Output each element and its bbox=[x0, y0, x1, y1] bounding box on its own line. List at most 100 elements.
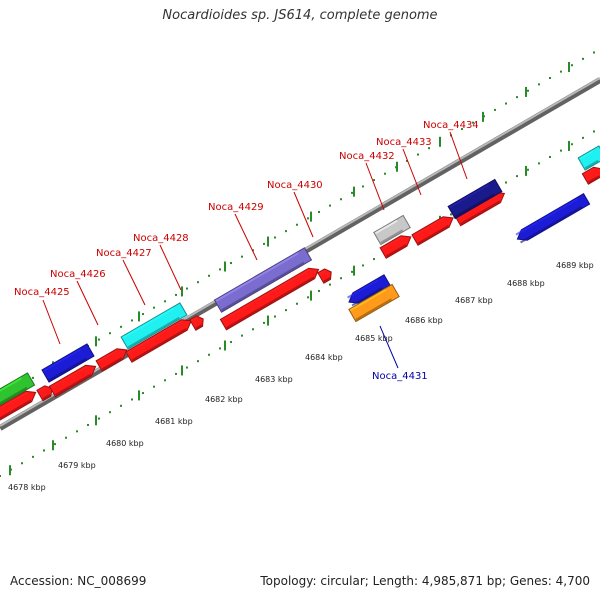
gene-red-h bbox=[317, 268, 332, 284]
gene-green-shine bbox=[0, 377, 22, 397]
gene-features bbox=[0, 145, 600, 424]
gene-cyan-b bbox=[577, 145, 600, 171]
gene-red-c-shadow bbox=[54, 373, 92, 396]
gene-grey-shine bbox=[374, 219, 398, 235]
gene-cyan-b-shadow bbox=[584, 159, 599, 170]
leader-Noca_4429 bbox=[234, 213, 258, 261]
kbp-labels: 4678 kbp 4679 kbp 4680 kbp 4681 kbp 4682 kbp… bbox=[8, 261, 594, 492]
kbp-label: 4681 kbp bbox=[155, 417, 193, 426]
gene-navy-body bbox=[447, 178, 503, 220]
gene-label-Noca_4427: Noca_4427 bbox=[96, 248, 152, 259]
leader-Noca_4428 bbox=[159, 244, 182, 291]
gene-label-Noca_4425: Noca_4425 bbox=[14, 287, 70, 298]
gene-blue-b bbox=[347, 274, 391, 307]
gene-blue-b-shadow bbox=[351, 287, 383, 307]
gene-red-e-body bbox=[125, 319, 192, 363]
gene-red-f-shadow bbox=[195, 324, 203, 330]
gene-red-f bbox=[189, 315, 204, 331]
tick-marks bbox=[0, 51, 595, 477]
gene-red-e-shine bbox=[126, 320, 183, 354]
gene-orange-body bbox=[348, 283, 400, 323]
gene-red-h-shadow bbox=[323, 277, 331, 283]
gene-label-Noca_4429: Noca_4429 bbox=[208, 202, 264, 213]
gene-blue-c-shadow bbox=[520, 205, 583, 244]
gene-cyan-a bbox=[120, 302, 188, 350]
kbp-label: 4678 kbp bbox=[8, 483, 46, 492]
gene-label-Noca_4433: Noca_4433 bbox=[376, 137, 432, 148]
accession-text: Accession: NC_008699 bbox=[10, 574, 147, 588]
topology-summary: Topology: circular; Length: 4,985,871 bp… bbox=[260, 574, 590, 588]
kbp-label: 4679 kbp bbox=[58, 461, 96, 470]
leader-Noca_4430 bbox=[293, 191, 314, 238]
gene-blue-c bbox=[515, 193, 591, 244]
gene-red-a bbox=[0, 390, 37, 424]
gene-grey-body bbox=[373, 214, 411, 246]
kbp-label: 4683 kbp bbox=[255, 375, 293, 384]
gene-red-j-body bbox=[411, 216, 454, 246]
gene-green-body bbox=[0, 372, 36, 408]
gene-label-Noca_4428: Noca_4428 bbox=[133, 233, 189, 244]
gene-cyan-b-shine bbox=[579, 150, 594, 160]
kbp-label: 4689 kbp bbox=[556, 261, 594, 270]
gene-red-j bbox=[411, 216, 454, 246]
gene-red-a-shine bbox=[0, 391, 27, 415]
gene-red-j-shine bbox=[413, 217, 445, 237]
gene-red-c-body bbox=[48, 364, 97, 398]
gene-cyan-a-shadow bbox=[127, 316, 180, 349]
gene-red-d-body bbox=[95, 348, 128, 372]
gene-red-b-shadow bbox=[42, 393, 51, 400]
gene-orange bbox=[348, 283, 400, 323]
gene-red-g-shine bbox=[221, 268, 310, 322]
gene-cyan-b-body bbox=[577, 145, 600, 171]
leader-Noca_4433 bbox=[402, 148, 422, 196]
gene-red-h-shine bbox=[318, 269, 326, 275]
gene-red-b bbox=[36, 385, 53, 402]
gene-blue-c-shine bbox=[515, 198, 578, 236]
gene-blue-a bbox=[41, 343, 95, 383]
gene-navy bbox=[447, 178, 503, 220]
gene-red-d bbox=[95, 348, 128, 372]
gene-red-k-shadow bbox=[460, 200, 501, 225]
gene-blue-b-shine bbox=[347, 279, 379, 299]
gene-red-i-shadow bbox=[385, 244, 407, 258]
gene-purple-body bbox=[213, 247, 313, 313]
gene-red-l-shadow bbox=[587, 175, 600, 184]
kbp-label: 4687 kbp bbox=[455, 296, 493, 305]
gene-red-c bbox=[48, 364, 97, 398]
gene-grey bbox=[373, 214, 411, 246]
gene-purple-shadow bbox=[221, 261, 305, 312]
gene-red-c-shine bbox=[50, 365, 87, 389]
gene-red-l-shine bbox=[583, 167, 595, 176]
gene-label-Noca_4434: Noca_4434 bbox=[423, 120, 479, 131]
kbp-label: 4685 kbp bbox=[355, 334, 393, 343]
gene-blue-c-body bbox=[516, 193, 591, 241]
gene-red-j-shadow bbox=[417, 225, 449, 245]
gene-red-i-body bbox=[379, 235, 412, 259]
gene-labels: Noca_4425 Noca_4426 Noca_4427 Noca_4428 Noca… bbox=[14, 120, 479, 382]
gene-green-shadow bbox=[0, 386, 28, 407]
gene-orange-shine bbox=[349, 288, 387, 312]
gene-cyan-a-body bbox=[120, 302, 188, 350]
gene-label-Noca_4432: Noca_4432 bbox=[339, 151, 395, 162]
gene-red-i bbox=[379, 235, 412, 259]
gene-red-e bbox=[125, 319, 192, 363]
gene-label-Noca_4426: Noca_4426 bbox=[50, 269, 106, 280]
gene-red-d-shadow bbox=[101, 357, 123, 371]
leader-Noca_4426 bbox=[76, 280, 99, 326]
gene-red-a-shadow bbox=[0, 399, 32, 422]
gene-purple bbox=[213, 247, 313, 313]
gene-navy-shine bbox=[449, 183, 490, 209]
gene-red-l bbox=[581, 166, 600, 185]
gene-red-i-shine bbox=[381, 236, 403, 250]
label-leaders bbox=[42, 131, 468, 369]
gene-label-Noca_4430: Noca_4430 bbox=[267, 180, 323, 191]
gene-purple-shine bbox=[215, 252, 299, 302]
gene-red-d-shine bbox=[97, 349, 119, 363]
gene-red-g bbox=[219, 267, 320, 331]
leader-Noca_4425 bbox=[42, 299, 61, 345]
kbp-label: 4684 kbp bbox=[305, 353, 343, 362]
kbp-label: 4686 kbp bbox=[405, 316, 443, 325]
gene-red-e-shadow bbox=[131, 327, 187, 362]
